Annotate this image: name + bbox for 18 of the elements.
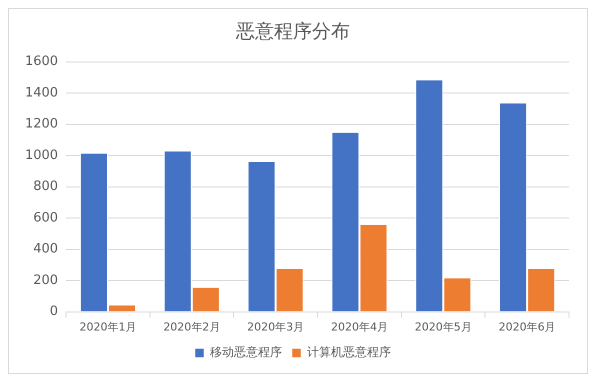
x-tick-label: 2020年2月 (163, 320, 220, 334)
y-tick-label: 400 (33, 242, 58, 257)
x-tick-label: 2020年1月 (79, 320, 136, 334)
x-tick-label: 2020年5月 (414, 320, 472, 334)
x-tick-label: 2020年6月 (498, 320, 556, 334)
y-tick-label: 800 (33, 179, 58, 194)
y-tick-label: 1000 (24, 148, 58, 163)
chart-title: 恶意程序分布 (235, 20, 350, 42)
y-tick-label: 1600 (24, 54, 58, 70)
y-tick-label: 1200 (24, 116, 58, 132)
x-tick-label: 2020年3月 (247, 320, 304, 334)
y-tick-label: 0 (50, 304, 58, 320)
x-tick-label: 2020年4月 (330, 320, 388, 334)
legend-label: 计算机恶意程序 (307, 345, 391, 360)
y-tick-label: 600 (33, 210, 58, 226)
y-tick-label: 200 (33, 272, 58, 288)
legend-label: 移动恶意程序 (210, 345, 282, 360)
y-tick-label: 1400 (24, 85, 58, 100)
